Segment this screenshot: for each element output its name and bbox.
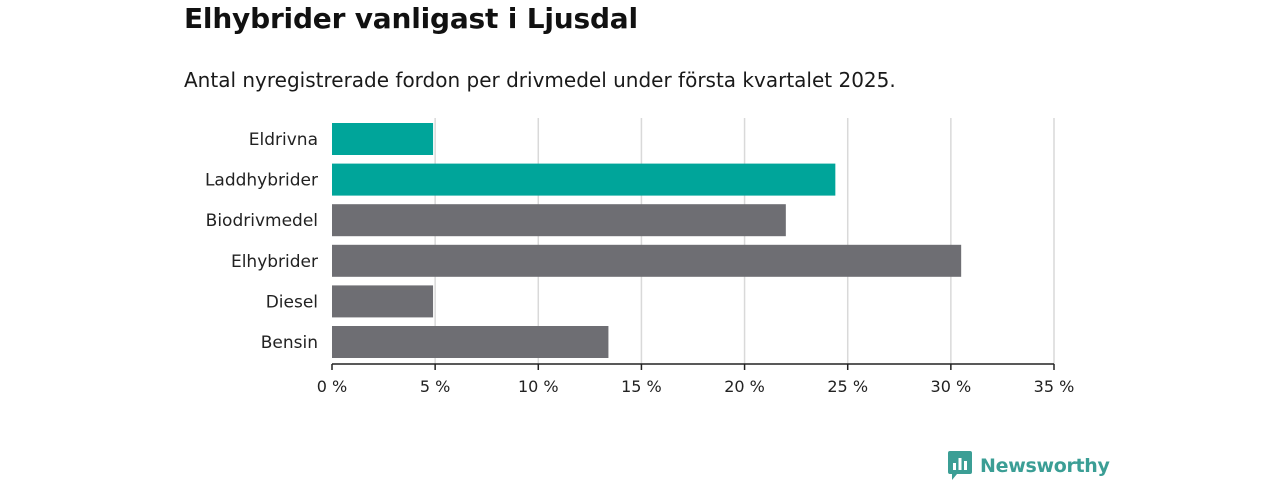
bars	[332, 123, 962, 358]
bar	[332, 326, 609, 358]
category-labels: Eldrivna Laddhybrider Biodrivmedel Elhybrid…	[205, 130, 318, 353]
category-label: Elhybrider	[231, 252, 318, 272]
gridlines	[434, 118, 1055, 364]
logo-text: Newsworthy	[980, 454, 1110, 477]
x-tick-label: 10 %	[518, 377, 559, 396]
category-label: Eldrivna	[249, 130, 318, 150]
bar	[332, 285, 434, 318]
chart-subtitle: Antal nyregistrerade fordon per drivmede…	[184, 68, 896, 92]
bar	[332, 244, 962, 277]
x-tick-label: 5 %	[420, 377, 450, 396]
newsworthy-logo: Newsworthy	[948, 451, 1110, 480]
bar	[332, 123, 434, 155]
category-label: Laddhybrider	[205, 171, 318, 191]
x-tick-label: 0 %	[317, 377, 347, 396]
chart-title: Elhybrider vanligast i Ljusdal	[184, 2, 638, 35]
x-tick-label: 20 %	[724, 377, 765, 396]
x-tick-label: 15 %	[621, 377, 662, 396]
category-label: Diesel	[266, 292, 318, 312]
bar	[332, 163, 836, 196]
category-label: Biodrivmedel	[206, 211, 318, 231]
category-label: Bensin	[261, 333, 318, 353]
bar-chart-icon	[948, 451, 972, 480]
x-axis: 0 % 5 % 10 % 15 % 20 % 25 % 30 % 35 %	[317, 363, 1075, 396]
x-tick-label: 30 %	[931, 377, 972, 396]
bar	[332, 204, 786, 237]
x-tick-label: 25 %	[827, 377, 868, 396]
x-tick-label: 35 %	[1034, 377, 1075, 396]
